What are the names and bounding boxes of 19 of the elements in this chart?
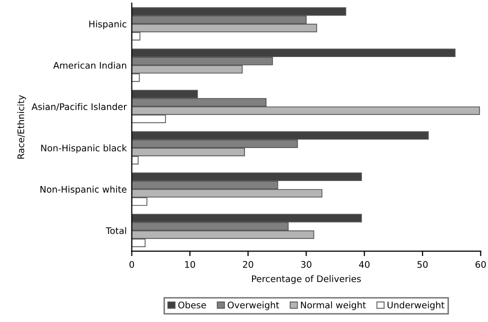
y-tick-label: Hispanic — [89, 20, 126, 30]
x-tick-label: 40 — [359, 261, 370, 268]
x-tick-label: 20 — [242, 261, 254, 268]
x-tick-label: 10 — [185, 261, 196, 268]
x-tick-label: 0 — [129, 261, 134, 268]
x-tick-label: 50 — [417, 261, 428, 268]
y-axis-title: Race/Ethnicity — [17, 95, 26, 159]
x-axis-title: Percentage of Deliveries — [252, 275, 361, 284]
legend-label: Underweight — [388, 301, 444, 310]
x-tick-label: 60 — [476, 261, 486, 268]
y-tick-label: American Indian — [53, 62, 126, 69]
y-tick-label: Asian/Pacific Islander — [32, 103, 127, 111]
legend-label: Overweight — [228, 301, 280, 310]
x-tick-label: 30 — [301, 261, 312, 268]
legend-label: Normal weight — [300, 301, 366, 310]
y-tick-label: Non-Hispanic black — [41, 144, 127, 154]
y-tick-label: Non-Hispanic white — [40, 186, 126, 194]
legend-label: Obese — [178, 301, 206, 308]
y-tick-label: Total — [106, 227, 126, 234]
